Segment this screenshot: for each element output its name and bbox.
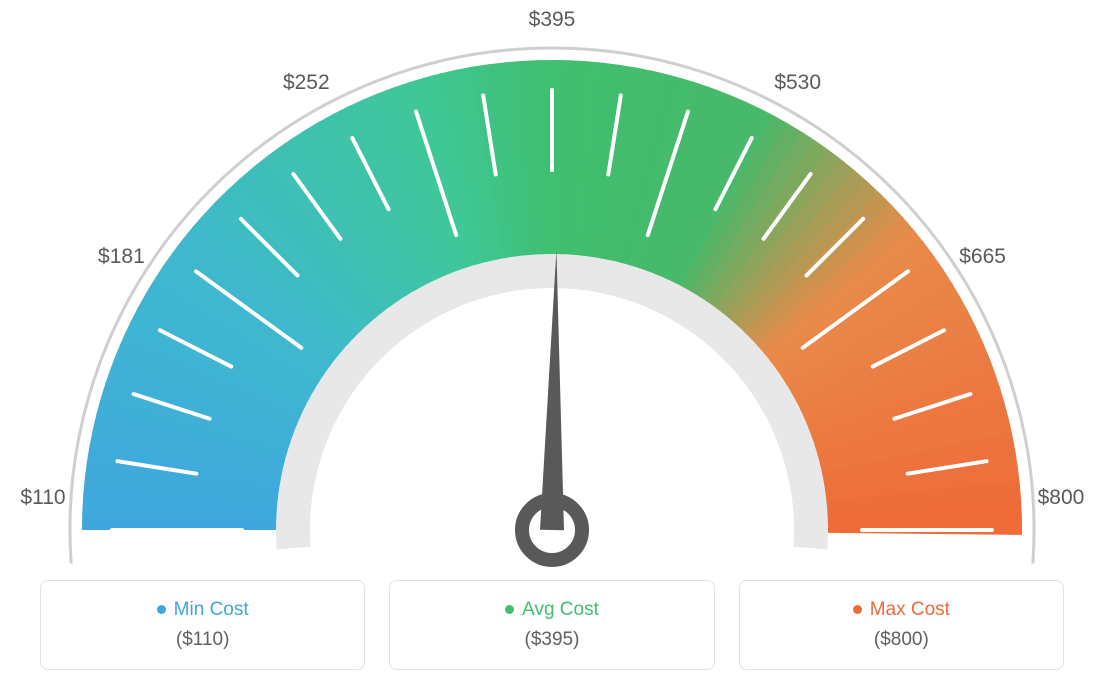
gauge-area: $110 $181 $252 $395 $530 $665 $800 (0, 0, 1104, 570)
legend-avg-title-text: Avg Cost (522, 599, 599, 620)
gauge-tick-label: $530 (774, 71, 821, 95)
legend-min-value: ($110) (51, 629, 354, 651)
gauge-svg (0, 0, 1104, 570)
legend-avg-dot (505, 605, 514, 614)
gauge-tick-label: $665 (959, 245, 1006, 269)
gauge-tick-label: $181 (98, 245, 145, 269)
gauge-tick-label: $110 (20, 486, 65, 510)
legend-min-title-text: Min Cost (174, 599, 249, 620)
legend-avg: Avg Cost ($395) (389, 580, 714, 670)
legend-avg-title: Avg Cost (400, 599, 703, 621)
legend-avg-value: ($395) (400, 629, 703, 651)
gauge-tick-label: $800 (1038, 486, 1085, 510)
legend-min-dot (157, 605, 166, 614)
gauge-tick-label: $252 (283, 71, 330, 95)
legend-min-title: Min Cost (51, 599, 354, 621)
legend-max-value: ($800) (750, 629, 1053, 651)
legend-max-dot (853, 605, 862, 614)
cost-gauge-widget: $110 $181 $252 $395 $530 $665 $800 Min Cost ($… (0, 0, 1104, 690)
legend-max: Max Cost ($800) (739, 580, 1064, 670)
legend-max-title: Max Cost (750, 599, 1053, 621)
gauge-tick-label: $395 (529, 8, 576, 32)
legend-row: Min Cost ($110) Avg Cost ($395) Max Cost… (40, 580, 1064, 670)
legend-min: Min Cost ($110) (40, 580, 365, 670)
legend-max-title-text: Max Cost (870, 599, 950, 620)
